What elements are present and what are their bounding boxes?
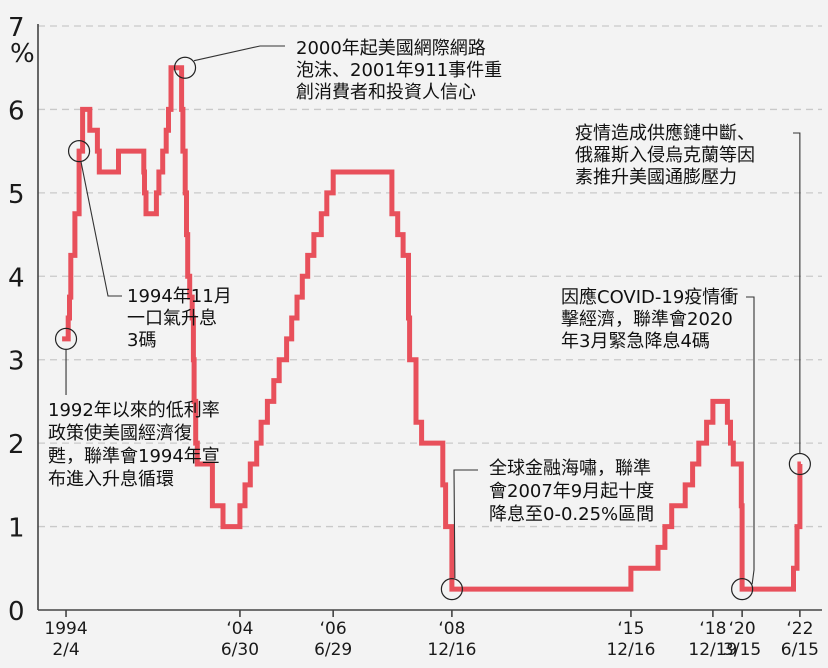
x-tick-date: 2/4	[52, 640, 79, 660]
x-tick-year: ‘18	[699, 619, 726, 639]
annotations: 1992年以來的低利率政策使美國經濟復甦，聯準會1994年宣布進入升息循環199…	[48, 38, 755, 525]
rate-line	[62, 65, 803, 592]
x-tick-date: 3/15	[723, 640, 761, 660]
x-tick-date: 12/16	[606, 640, 655, 660]
y-tick-label: 6	[8, 96, 25, 126]
x-tick-date: 12/16	[427, 640, 476, 660]
y-tick-label: 7	[8, 13, 25, 43]
y-tick-label: 2	[8, 430, 25, 460]
annotation-line: 2000年起美國網際網路	[296, 38, 486, 59]
annotation-line: 全球金融海嘯，聯準	[489, 458, 651, 479]
highlight-circle	[67, 140, 91, 163]
x-tick-year: ‘20	[729, 619, 756, 639]
highlight-circles	[54, 56, 811, 601]
annotation-line: 一口氣升息	[127, 308, 217, 329]
leader-line	[193, 45, 285, 62]
x-tick-year: ‘06	[320, 619, 347, 639]
x-tick-date: 12/19	[688, 640, 737, 660]
axes	[37, 24, 822, 611]
x-tick-date: 6/30	[221, 640, 259, 660]
annotation-line: 擊經濟，聯準會2020	[561, 309, 733, 330]
y-tick-label: 4	[8, 263, 25, 293]
annotation-line: 布進入升息循環	[48, 469, 174, 490]
leader-line	[746, 296, 755, 585]
leader-line	[453, 469, 478, 579]
leader-line	[80, 162, 122, 297]
highlight-circle	[54, 327, 78, 350]
x-tick-year: ‘15	[617, 619, 644, 639]
y-unit-label: %	[10, 39, 35, 69]
annotation-line: 1992年以來的低利率	[48, 400, 220, 421]
annotation-leaders	[65, 45, 801, 585]
highlight-circle	[173, 56, 197, 79]
x-tick-date: 6/29	[314, 640, 352, 660]
annotation-line: 俄羅斯入侵烏克蘭等因	[575, 145, 755, 166]
annotation-line: 年3月緊急降息4碼	[561, 331, 710, 352]
highlight-circle	[731, 578, 754, 601]
y-tick-label: 5	[8, 180, 25, 210]
x-tick-date: 6/15	[781, 640, 819, 660]
highlight-circle	[440, 578, 463, 601]
annotation-line: 3碼	[127, 330, 156, 351]
x-tick-year: ‘04	[226, 619, 253, 639]
y-tick-label: 3	[8, 347, 25, 377]
annotation-line: 因應COVID-19疫情衝	[561, 286, 738, 308]
annotation-line: 1994年11月	[127, 286, 232, 307]
annotation-line: 素推升美國通膨壓力	[575, 167, 737, 188]
annotation-line: 創消費者和投資人信心	[296, 82, 476, 103]
annotation-line: 泡沫、2001年911事件重	[296, 60, 502, 81]
rate-series	[62, 65, 803, 592]
highlight-circle	[788, 452, 811, 476]
y-tick-labels: 0 1 2 3 4 5 6 7%	[8, 13, 35, 627]
y-tick-label: 0	[8, 597, 25, 627]
x-tick-year: ‘08	[438, 619, 465, 639]
x-tick-year: 1994	[44, 619, 87, 639]
x-tick-year: ‘22	[786, 619, 813, 639]
gridlines	[38, 25, 822, 528]
annotation-line: 疫情造成供應鏈中斷、	[575, 122, 755, 144]
x-tick-labels: 19942/4‘046/30‘066/29‘0812/16‘1512/16‘18…	[44, 610, 819, 660]
annotation-line: 政策使美國經濟復	[48, 423, 192, 444]
annotation-line: 會2007年9月起十度	[489, 481, 654, 502]
annotation-line: 降息至0-0.25%區間	[489, 504, 654, 525]
annotation-line: 甦，聯準會1994年宣	[48, 446, 220, 467]
y-tick-label: 1	[8, 514, 25, 544]
leader-line	[793, 132, 801, 453]
